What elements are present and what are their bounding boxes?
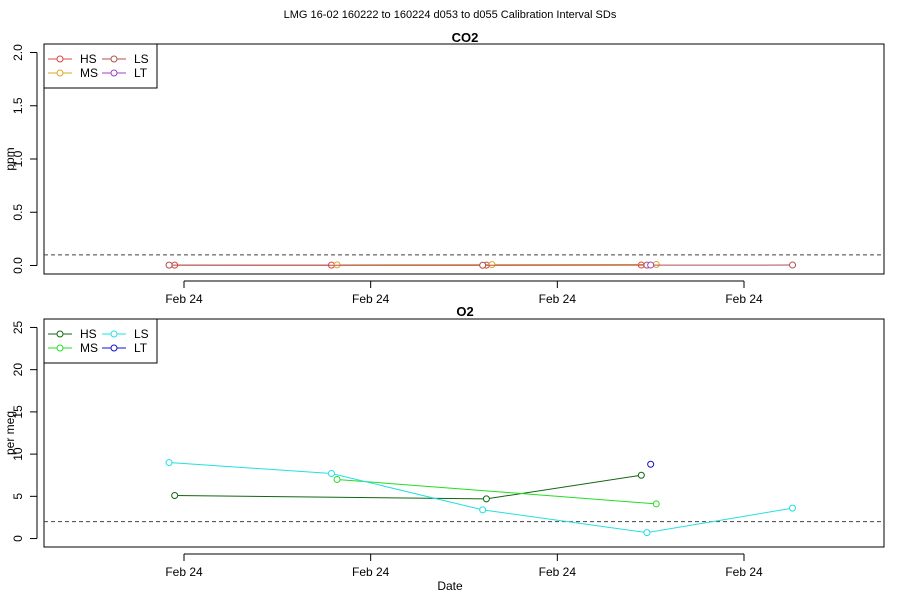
- legend-marker-hs: [56, 55, 64, 63]
- legend-marker-hs: [56, 330, 64, 338]
- legend-box: [43, 43, 158, 89]
- y-tick-label: 5: [11, 493, 25, 500]
- data-point-ls: [327, 470, 335, 478]
- y-tick-label: 20: [11, 363, 25, 377]
- data-point-lt: [647, 261, 655, 269]
- legend-label-ls: LS: [134, 327, 149, 341]
- data-point-ls: [789, 261, 797, 269]
- legend-marker-ls: [110, 330, 118, 338]
- x-tick-label: Feb 24: [725, 292, 763, 306]
- legend-marker-lt: [110, 69, 118, 77]
- x-tick-label: Feb 24: [352, 292, 390, 306]
- y-tick-label: 1.5: [11, 97, 25, 114]
- data-point-ms: [652, 261, 660, 269]
- panel-title-o2: O2: [456, 304, 473, 319]
- data-point-ls: [643, 529, 651, 537]
- data-point-ls: [789, 504, 797, 512]
- y-axis-label-o2: per meg: [3, 411, 17, 455]
- legend-label-lt: LT: [134, 341, 148, 355]
- legend-marker-ls: [110, 55, 118, 63]
- legend-label-ms: MS: [80, 66, 98, 80]
- y-tick-label: 10: [11, 447, 25, 461]
- legend-label-lt: LT: [134, 66, 148, 80]
- data-point-ls: [479, 261, 487, 269]
- y-tick-label: 0: [11, 535, 25, 542]
- figure-title: LMG 16-02 160222 to 160224 d053 to d055 …: [284, 9, 617, 21]
- x-tick-label: Feb 24: [539, 565, 577, 579]
- legend-marker-ms: [56, 344, 64, 352]
- data-point-hs: [482, 495, 490, 503]
- panel-o2: O2 per meg Date 0 5 10 15 20 25 Feb 24 Feb 24 Fe…: [3, 304, 885, 593]
- y-tick-label: 0.5: [11, 204, 25, 221]
- data-point-ms: [652, 500, 660, 508]
- plot-frame-o2: [43, 318, 885, 548]
- y-tick-label: 15: [11, 405, 25, 419]
- data-point-ms: [333, 475, 341, 483]
- y-axis-label-co2: ppm: [3, 147, 17, 170]
- legend-label-ms: MS: [80, 341, 98, 355]
- y-tick-label: 25: [11, 320, 25, 334]
- legend-label-hs: HS: [80, 327, 97, 341]
- plot-frame-co2: [43, 43, 885, 275]
- data-point-ls: [479, 506, 487, 514]
- y-tick-label: 1.0: [11, 150, 25, 167]
- x-axis-label-o2: Date: [437, 579, 463, 593]
- data-point-hs: [637, 471, 645, 479]
- data-point-ls: [165, 261, 173, 269]
- y-tick-label: 2.0: [11, 44, 25, 61]
- legend-marker-lt: [110, 344, 118, 352]
- x-tick-label: Feb 24: [539, 292, 577, 306]
- data-point-ms: [488, 261, 496, 269]
- series-line-hs: [174, 474, 642, 500]
- legend-box: [43, 318, 158, 364]
- panel-co2: CO2 ppm 0.0 0.5 1.0 1.5 2.0 Feb 24 Feb 24 Feb 2…: [3, 30, 885, 306]
- x-tick-label: Feb 24: [165, 292, 203, 306]
- panel-title-co2: CO2: [452, 30, 479, 45]
- x-tick-label: Feb 24: [165, 565, 203, 579]
- data-point-hs: [171, 491, 179, 499]
- legend-marker-ms: [56, 69, 64, 77]
- legend-label-hs: HS: [80, 52, 97, 66]
- series-line-ms: [337, 478, 657, 505]
- data-point-ls: [165, 459, 173, 467]
- data-point-lt: [647, 460, 655, 468]
- x-tick-label: Feb 24: [725, 565, 763, 579]
- y-tick-label: 0.0: [11, 257, 25, 274]
- x-tick-label: Feb 24: [352, 565, 390, 579]
- legend-label-ls: LS: [134, 52, 149, 66]
